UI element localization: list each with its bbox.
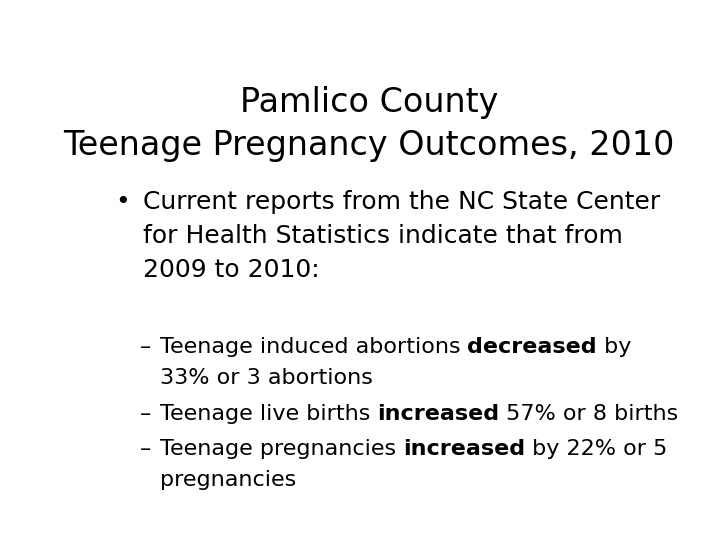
- Text: •: •: [115, 190, 130, 213]
- Text: pregnancies: pregnancies: [160, 470, 296, 490]
- Text: 57% or 8 births: 57% or 8 births: [500, 404, 679, 424]
- Text: –: –: [140, 404, 151, 424]
- Text: Teenage Pregnancy Outcomes, 2010: Teenage Pregnancy Outcomes, 2010: [63, 129, 675, 162]
- Text: 2009 to 2010:: 2009 to 2010:: [143, 258, 320, 282]
- Text: Current reports from the NC State Center: Current reports from the NC State Center: [143, 190, 660, 213]
- Text: increased: increased: [377, 404, 500, 424]
- Text: –: –: [140, 337, 151, 357]
- Text: by 22% or 5: by 22% or 5: [525, 439, 667, 459]
- Text: Pamlico County: Pamlico County: [240, 85, 498, 119]
- Text: for Health Statistics indicate that from: for Health Statistics indicate that from: [143, 224, 623, 248]
- Text: by: by: [597, 337, 631, 357]
- Text: Teenage induced abortions: Teenage induced abortions: [160, 337, 467, 357]
- Text: 33% or 3 abortions: 33% or 3 abortions: [160, 368, 373, 388]
- Text: Teenage live births: Teenage live births: [160, 404, 377, 424]
- Text: –: –: [140, 439, 151, 459]
- Text: increased: increased: [403, 439, 525, 459]
- Text: decreased: decreased: [467, 337, 597, 357]
- Text: Teenage pregnancies: Teenage pregnancies: [160, 439, 403, 459]
